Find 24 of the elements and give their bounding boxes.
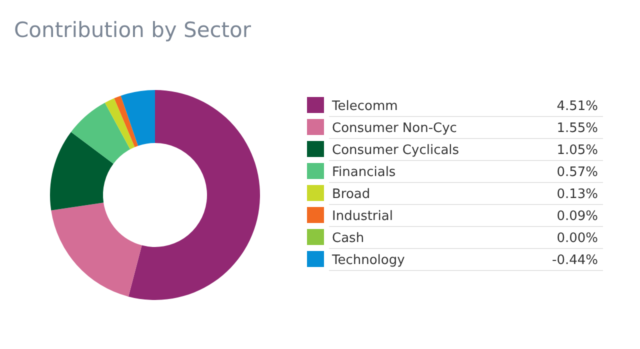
legend-label: Broad [332,187,370,202]
legend-label: Consumer Non-Cyc [332,121,457,136]
text: 4.51% [556,99,598,114]
donut-slice [128,90,260,300]
legend-label: Financials [332,165,396,180]
text: 1.55% [556,121,598,136]
donut-slice [104,98,135,150]
donut-slice [51,202,142,297]
text: -0.44% [552,253,598,268]
text: 0.00% [556,231,598,246]
legend-label: Industrial [332,209,393,224]
legend-label: Technology [331,253,406,268]
donut-slice [50,132,114,210]
legend-label: Cash [332,231,364,246]
text: 1.05% [556,143,598,158]
donut-slice [71,102,130,164]
legend-label: Telecomm [331,99,398,114]
text: 0.13% [556,187,598,202]
donut-slice [114,96,138,148]
text: 0.09% [556,209,598,224]
donut-slice [120,90,155,146]
legend-label: Consumer Cyclicals [332,143,460,158]
text: 0.57% [556,165,598,180]
chart-title: Contribution by Sector [14,18,252,42]
